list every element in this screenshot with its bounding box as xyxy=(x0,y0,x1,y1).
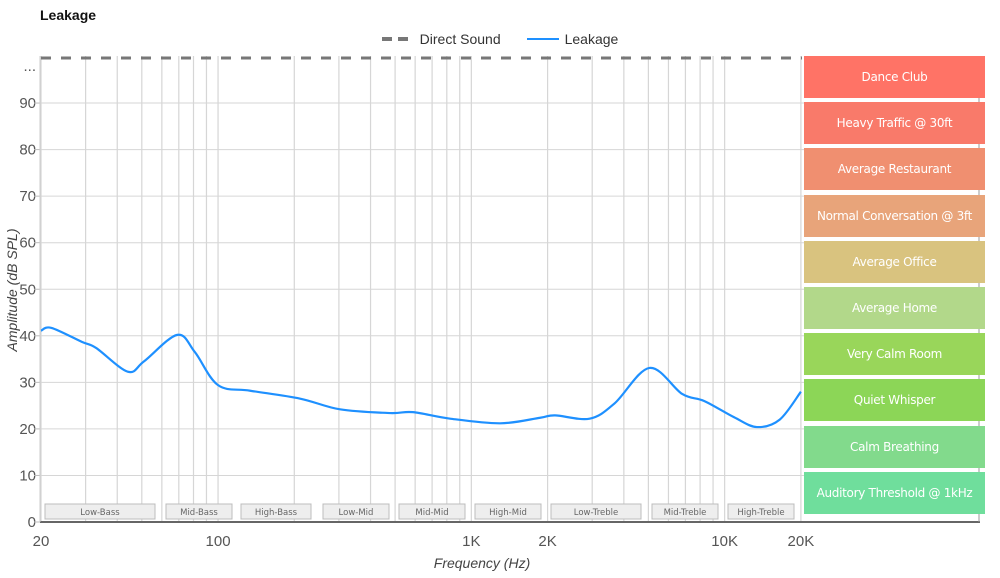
band-box xyxy=(322,503,390,520)
noise-level-auditory-threshold-1khz: Auditory Threshold @ 1kHz xyxy=(804,471,985,514)
band-label: Low-Bass xyxy=(80,508,120,518)
noise-level-dance-club: Dance Club xyxy=(804,56,985,98)
x-axis-label: Frequency (Hz) xyxy=(434,555,530,571)
band-label: Low-Treble xyxy=(574,508,619,518)
x-tick-label: 20 xyxy=(33,533,50,550)
x-axis-ticks: 20 100 1K 2K 10K 20K xyxy=(33,533,815,550)
band-label: High-Bass xyxy=(255,508,298,518)
band-box xyxy=(727,503,795,520)
band-box xyxy=(398,503,466,520)
y-axis-ticks: 0 10 20 30 40 50 60 70 80 90... xyxy=(19,58,40,531)
band-box xyxy=(651,503,719,520)
y-tick-label: ... xyxy=(23,58,36,75)
band-label: Mid-Treble xyxy=(664,508,707,518)
x-tick-label: 10K xyxy=(711,533,738,550)
y-tick-label: 20 xyxy=(19,421,36,438)
band-label: Mid-Bass xyxy=(180,508,218,518)
y-tick-label: 70 xyxy=(19,188,36,205)
chart-title: Leakage xyxy=(40,7,97,23)
y-tick-label: 0 xyxy=(28,514,36,531)
leakage-line xyxy=(40,326,802,429)
band-label: High-Treble xyxy=(737,508,784,518)
band-label: Mid-Mid xyxy=(415,508,448,518)
frequency-bands: Low-Bass Mid-Bass High-Bass Low-Mid Mid-Mid H… xyxy=(44,503,795,520)
x-tick-label: 100 xyxy=(206,533,231,550)
noise-level-very-calm-room: Very Calm Room xyxy=(804,333,985,376)
y-tick-label: 60 xyxy=(19,235,36,252)
band-box xyxy=(474,503,542,520)
noise-level-calm-breathing: Calm Breathing xyxy=(804,425,985,468)
band-box xyxy=(240,503,312,520)
x-tick-label: 20K xyxy=(788,533,815,550)
y-tick-label: 10 xyxy=(19,467,36,484)
legend-label: Leakage xyxy=(564,31,619,47)
legend-item-leakage[interactable]: Leakage xyxy=(526,31,619,47)
y-axis-label: Amplitude (dB SPL) xyxy=(4,229,20,353)
y-tick-label: 30 xyxy=(19,374,36,391)
noise-level-average-restaurant: Average Restaurant xyxy=(804,148,985,191)
x-tick-label: 2K xyxy=(538,533,556,550)
y-tick-label: 40 xyxy=(19,328,36,345)
noise-level-average-home: Average Home xyxy=(804,287,985,329)
band-box xyxy=(165,503,233,520)
noise-level-quiet-whisper: Quiet Whisper xyxy=(804,379,985,422)
noise-level-average-office: Average Office xyxy=(804,240,985,283)
noise-level-heavy-traffic-30ft: Heavy Traffic @ 30ft xyxy=(804,102,985,145)
legend-item-direct-sound[interactable]: Direct Sound xyxy=(381,31,501,47)
dashed-line-icon xyxy=(381,37,414,41)
band-label: Low-Mid xyxy=(339,508,374,518)
y-tick-label: 90 xyxy=(19,95,36,112)
noise-level-normal-conversation-3ft: Normal Conversation @ 3ft xyxy=(804,194,985,237)
band-box xyxy=(550,503,642,520)
solid-line-icon xyxy=(526,38,559,40)
band-label: High-Mid xyxy=(489,508,527,518)
legend-label: Direct Sound xyxy=(419,31,501,47)
y-tick-label: 80 xyxy=(19,142,36,159)
y-tick-label: 50 xyxy=(19,281,36,298)
band-box xyxy=(44,503,156,520)
legend: Direct Sound Leakage xyxy=(0,31,1000,47)
x-tick-label: 1K xyxy=(462,533,480,550)
